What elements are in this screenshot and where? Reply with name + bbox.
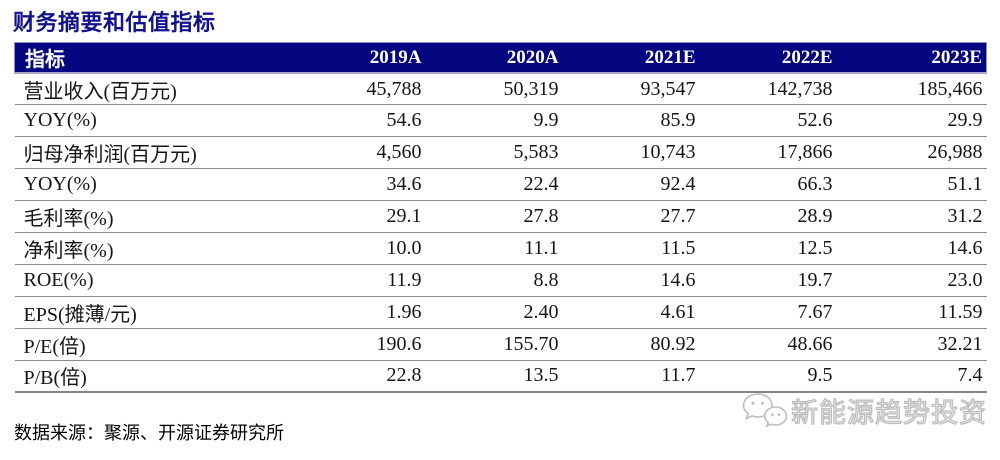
data-source-note: 数据来源：聚源、开源证券研究所 <box>14 423 284 443</box>
row-value: 11.7 <box>574 360 712 393</box>
table-row: EPS(摊薄/元) 1.96 2.40 4.61 7.67 11.59 <box>14 296 987 329</box>
row-label: EPS(摊薄/元) <box>14 296 301 329</box>
row-value: 2.40 <box>437 296 575 329</box>
row-value: 27.8 <box>437 200 575 233</box>
page-title: 财务摘要和估值指标 <box>13 10 216 35</box>
table-row: P/B(倍) 22.8 13.5 11.7 9.5 7.4 <box>14 360 987 393</box>
table-row: YOY(%) 54.6 9.9 85.9 52.6 29.9 <box>14 104 987 138</box>
row-value: 92.4 <box>574 168 712 202</box>
row-value: 26,988 <box>848 136 987 170</box>
watermark: 新能源趋势投资 <box>742 389 987 431</box>
row-value: 8.8 <box>437 264 575 297</box>
row-value: 54.6 <box>300 104 438 138</box>
row-value: 34.6 <box>300 168 438 202</box>
row-value: 29.1 <box>300 200 438 233</box>
row-value: 32.21 <box>848 328 987 361</box>
row-value: 1.96 <box>300 296 438 329</box>
row-label: 毛利率(%) <box>14 200 301 233</box>
row-label: P/B(倍) <box>14 360 301 393</box>
row-value: 13.5 <box>437 360 575 393</box>
header-cell-2023e: 2023E <box>848 42 987 74</box>
wechat-logo-icon <box>742 393 788 428</box>
row-value: 85.9 <box>574 104 712 138</box>
row-value: 31.2 <box>848 200 987 233</box>
row-value: 4,560 <box>300 136 438 170</box>
row-label: ROE(%) <box>14 264 301 297</box>
row-label: P/E(倍) <box>14 328 301 361</box>
header-cell-metric: 指标 <box>14 42 301 74</box>
table-body: 营业收入(百万元) 45,788 50,319 93,547 142,738 185,46… <box>14 73 987 393</box>
row-value: 23.0 <box>848 264 987 297</box>
table-row: 营业收入(百万元) 45,788 50,319 93,547 142,738 185,46… <box>14 73 987 106</box>
row-value: 48.66 <box>711 328 849 361</box>
row-value: 11.5 <box>574 232 712 265</box>
row-value: 9.9 <box>437 104 575 138</box>
row-value: 29.9 <box>848 104 987 138</box>
row-value: 28.9 <box>711 200 849 233</box>
header-cell-2022e: 2022E <box>711 42 849 74</box>
row-label: 净利率(%) <box>14 232 301 265</box>
table-row: 毛利率(%) 29.1 27.8 27.7 28.9 31.2 <box>14 200 987 233</box>
row-value: 11.1 <box>437 232 575 265</box>
header-cell-2019a: 2019A <box>300 42 438 74</box>
row-label: YOY(%) <box>14 168 301 202</box>
row-value: 10.0 <box>300 232 438 265</box>
row-label: 营业收入(百万元) <box>14 73 301 106</box>
row-value: 185,466 <box>848 73 987 106</box>
row-label: YOY(%) <box>14 104 301 138</box>
row-value: 7.4 <box>848 360 987 393</box>
row-value: 9.5 <box>711 360 849 393</box>
table-row: YOY(%) 34.6 22.4 92.4 66.3 51.1 <box>14 168 987 202</box>
row-value: 93,547 <box>574 73 712 106</box>
row-value: 12.5 <box>711 232 849 265</box>
row-value: 142,738 <box>711 73 849 106</box>
row-value: 155.70 <box>437 328 575 361</box>
table-row: ROE(%) 11.9 8.8 14.6 19.7 23.0 <box>14 264 987 297</box>
row-value: 17,866 <box>711 136 849 170</box>
financial-summary-table: 指标 2019A 2020A 2021E 2022E 2023E 营业收入(百万… <box>14 42 987 393</box>
table-row: 归母净利润(百万元) 4,560 5,583 10,743 17,866 26,988 <box>14 136 987 170</box>
row-value: 4.61 <box>574 296 712 329</box>
row-value: 27.7 <box>574 200 712 233</box>
row-label: 归母净利润(百万元) <box>14 136 301 170</box>
row-value: 10,743 <box>574 136 712 170</box>
row-value: 50,319 <box>437 73 575 106</box>
table-row: P/E(倍) 190.6 155.70 80.92 48.66 32.21 <box>14 328 987 361</box>
header-cell-2020a: 2020A <box>437 42 575 74</box>
row-value: 52.6 <box>711 104 849 138</box>
row-value: 14.6 <box>574 264 712 297</box>
row-value: 66.3 <box>711 168 849 202</box>
row-value: 5,583 <box>437 136 575 170</box>
table-header-row: 指标 2019A 2020A 2021E 2022E 2023E <box>14 42 987 74</box>
row-value: 19.7 <box>711 264 849 297</box>
row-value: 11.9 <box>300 264 438 297</box>
row-value: 22.4 <box>437 168 575 202</box>
row-value: 51.1 <box>848 168 987 202</box>
row-value: 45,788 <box>300 73 438 106</box>
row-value: 7.67 <box>711 296 849 329</box>
header-cell-2021e: 2021E <box>574 42 712 74</box>
row-value: 190.6 <box>300 328 438 361</box>
row-value: 11.59 <box>848 296 987 329</box>
row-value: 14.6 <box>848 232 987 265</box>
row-value: 80.92 <box>574 328 712 361</box>
row-value: 22.8 <box>300 360 438 393</box>
table-row: 净利率(%) 10.0 11.1 11.5 12.5 14.6 <box>14 232 987 265</box>
watermark-text: 新能源趋势投资 <box>790 397 987 428</box>
table-header: 指标 2019A 2020A 2021E 2022E 2023E <box>14 42 987 74</box>
